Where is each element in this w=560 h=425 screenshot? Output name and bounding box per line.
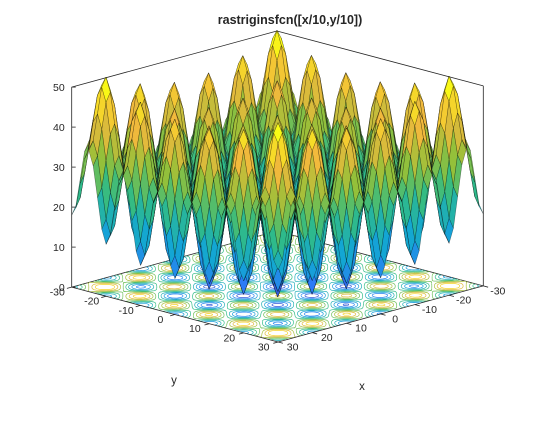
y-axis-label: y	[171, 375, 177, 387]
chart-title: rastriginsfcn([x/10,y/10])	[218, 13, 363, 27]
x-tick-mark	[170, 314, 176, 317]
y-tick-label: 20	[321, 332, 333, 344]
y-tick-label: 10	[355, 323, 367, 335]
y-tick-mark	[312, 332, 318, 335]
z-tick-label: 0	[59, 282, 65, 294]
x-tick-mark	[204, 323, 210, 326]
x-tick-mark	[101, 295, 107, 298]
y-tick-mark	[380, 313, 386, 316]
z-tick-label: 10	[53, 242, 65, 254]
x-tick-label: -10	[118, 305, 133, 317]
y-tick-label: -30	[490, 285, 505, 297]
z-tick-label: 50	[53, 82, 65, 94]
tick-labels: -30 -20 -10 0 10 20 30 -30 -20 -10 0 10 20 30 0 10 20 30 4…	[50, 82, 506, 353]
x-tick-label: 0	[158, 314, 164, 326]
y-tick-mark	[448, 294, 455, 297]
y-tick-mark	[414, 304, 420, 307]
surface-patch	[273, 249, 283, 271]
x-tick-mark	[66, 286, 72, 289]
x-tick-label: -30	[50, 287, 65, 299]
y-tick-mark	[277, 341, 284, 344]
y-tick-label: 0	[392, 313, 398, 325]
x-axis-label: x	[359, 381, 365, 393]
y-tick-label: 30	[287, 341, 299, 353]
x-tick-mark	[238, 332, 244, 335]
x-tick-mark	[135, 305, 141, 308]
y-tick-label: -20	[456, 295, 471, 307]
surface-mesh	[71, 29, 484, 298]
x-tick-label: 10	[189, 323, 201, 335]
y-tick-mark	[483, 285, 489, 288]
x-tick-label: -20	[84, 296, 99, 308]
x-tick-label: 30	[258, 341, 270, 353]
y-tick-label: -10	[422, 304, 437, 316]
front-axes	[66, 86, 489, 344]
z-tick-label: 20	[53, 202, 65, 214]
x-tick-mark	[273, 341, 279, 344]
z-tick-label: 30	[53, 162, 65, 174]
x-tick-label: 20	[223, 332, 235, 344]
y-tick-mark	[346, 322, 352, 325]
z-tick-label: 40	[53, 122, 65, 134]
